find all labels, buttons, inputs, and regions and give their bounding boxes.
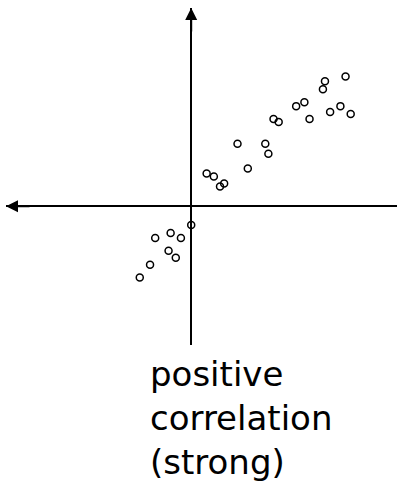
- svg-text:positivecorrelation(strong): positivecorrelation(strong): [150, 354, 332, 482]
